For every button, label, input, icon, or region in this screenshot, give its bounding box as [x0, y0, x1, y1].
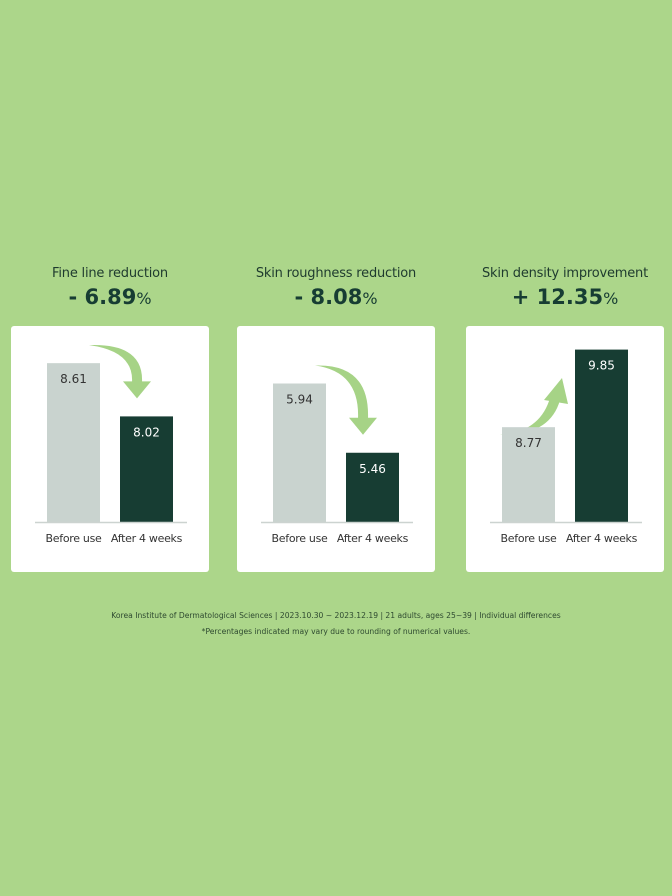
change-value: 6.89 — [84, 285, 137, 309]
chart-title: Skin roughness reduction — [255, 266, 417, 281]
bar-value-label: 5.46 — [359, 462, 386, 476]
bar-chart: 5.94 5.46 — [261, 365, 413, 524]
change-unit: % — [603, 289, 619, 308]
footer-note: *Percentages indicated may vary due to r… — [201, 627, 471, 636]
change-sign: - — [68, 285, 78, 309]
x-tick-label: Before use — [500, 532, 557, 545]
bar-value-label: 9.85 — [588, 359, 615, 373]
chart-header: Skin roughness reduction - 8.08% — [221, 266, 451, 309]
x-tick-label: Before use — [45, 532, 102, 545]
x-tick-label: After 4 weeks — [110, 532, 183, 545]
chart-header: Fine line reduction - 6.89% — [0, 266, 225, 309]
bar-value-label: 5.94 — [286, 393, 313, 407]
bar-before — [47, 363, 100, 522]
chart-title: Fine line reduction — [52, 266, 168, 281]
bar-value-label: 8.02 — [133, 425, 160, 439]
bar-after — [575, 349, 628, 522]
change-unit: % — [362, 289, 378, 308]
chart-card: 8.61 8.02 Before use After 4 weeks — [11, 326, 209, 572]
bar-after — [120, 416, 173, 522]
x-tick-label: Before use — [271, 532, 328, 545]
bar-before — [502, 427, 555, 522]
trend-arrow-icon — [315, 365, 377, 435]
change-percent: + 12.35% — [450, 285, 672, 309]
change-sign: - — [294, 285, 304, 309]
chart-header: Skin density improvement + 12.35% — [450, 266, 672, 309]
x-tick-label: After 4 weeks — [336, 532, 409, 545]
bar-chart: 8.61 8.02 — [35, 345, 187, 524]
change-value: 8.08 — [310, 285, 363, 309]
trend-arrow-icon — [500, 378, 568, 436]
bar-after — [346, 452, 399, 522]
bar-value-label: 8.77 — [515, 436, 542, 450]
change-sign: + — [511, 285, 530, 309]
trend-arrow-icon — [89, 345, 151, 399]
bar-before — [273, 383, 326, 522]
bar-value-label: 8.61 — [60, 372, 87, 386]
change-percent: - 8.08% — [221, 285, 451, 309]
chart-card: 8.77 9.85 Before use After 4 weeks — [466, 326, 664, 572]
footer-source: Korea Institute of Dermatological Scienc… — [111, 611, 561, 620]
change-percent: - 6.89% — [0, 285, 225, 309]
change-unit: % — [136, 289, 152, 308]
chart-title: Skin density improvement — [482, 266, 648, 281]
chart-card: 5.94 5.46 Before use After 4 weeks — [237, 326, 435, 572]
bar-chart: 8.77 9.85 — [490, 349, 642, 524]
change-value: 12.35 — [536, 285, 604, 309]
x-tick-label: After 4 weeks — [565, 532, 638, 545]
